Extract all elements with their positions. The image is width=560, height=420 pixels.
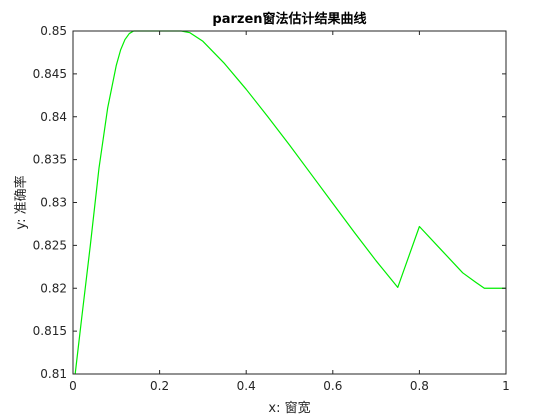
x-axis: 0 0.2 0.4 0.6 0.8 1 [69, 31, 510, 393]
x-tick-label: 0.8 [410, 379, 429, 393]
y-tick-label: 0.835 [33, 153, 67, 167]
plot-area [73, 31, 506, 374]
y-tick-label: 0.84 [40, 110, 67, 124]
y-tick-label: 0.825 [33, 238, 67, 252]
y-tick-label: 0.85 [40, 24, 67, 38]
x-tick-label: 0 [69, 379, 77, 393]
y-axis: 0.81 0.815 0.82 0.825 0.83 0.835 0.84 0.845 0.85 [33, 24, 506, 381]
x-axis-label: x: 窗宽 [268, 400, 310, 416]
y-tick-label: 0.83 [40, 196, 67, 210]
y-tick-label: 0.82 [40, 281, 67, 295]
y-tick-label: 0.845 [33, 67, 67, 81]
x-tick-label: 1 [502, 379, 510, 393]
series-line-0 [74, 30, 506, 375]
x-tick-label: 0.6 [323, 379, 342, 393]
series-layer [74, 30, 506, 375]
x-tick-label: 0.4 [237, 379, 256, 393]
y-tick-label: 0.81 [40, 367, 67, 381]
x-tick-label: 0.2 [150, 379, 169, 393]
chart-title: parzen窗法估计结果曲线 [212, 11, 366, 27]
y-axis-label: y: 准确率 [13, 175, 29, 229]
y-tick-label: 0.815 [33, 324, 67, 338]
